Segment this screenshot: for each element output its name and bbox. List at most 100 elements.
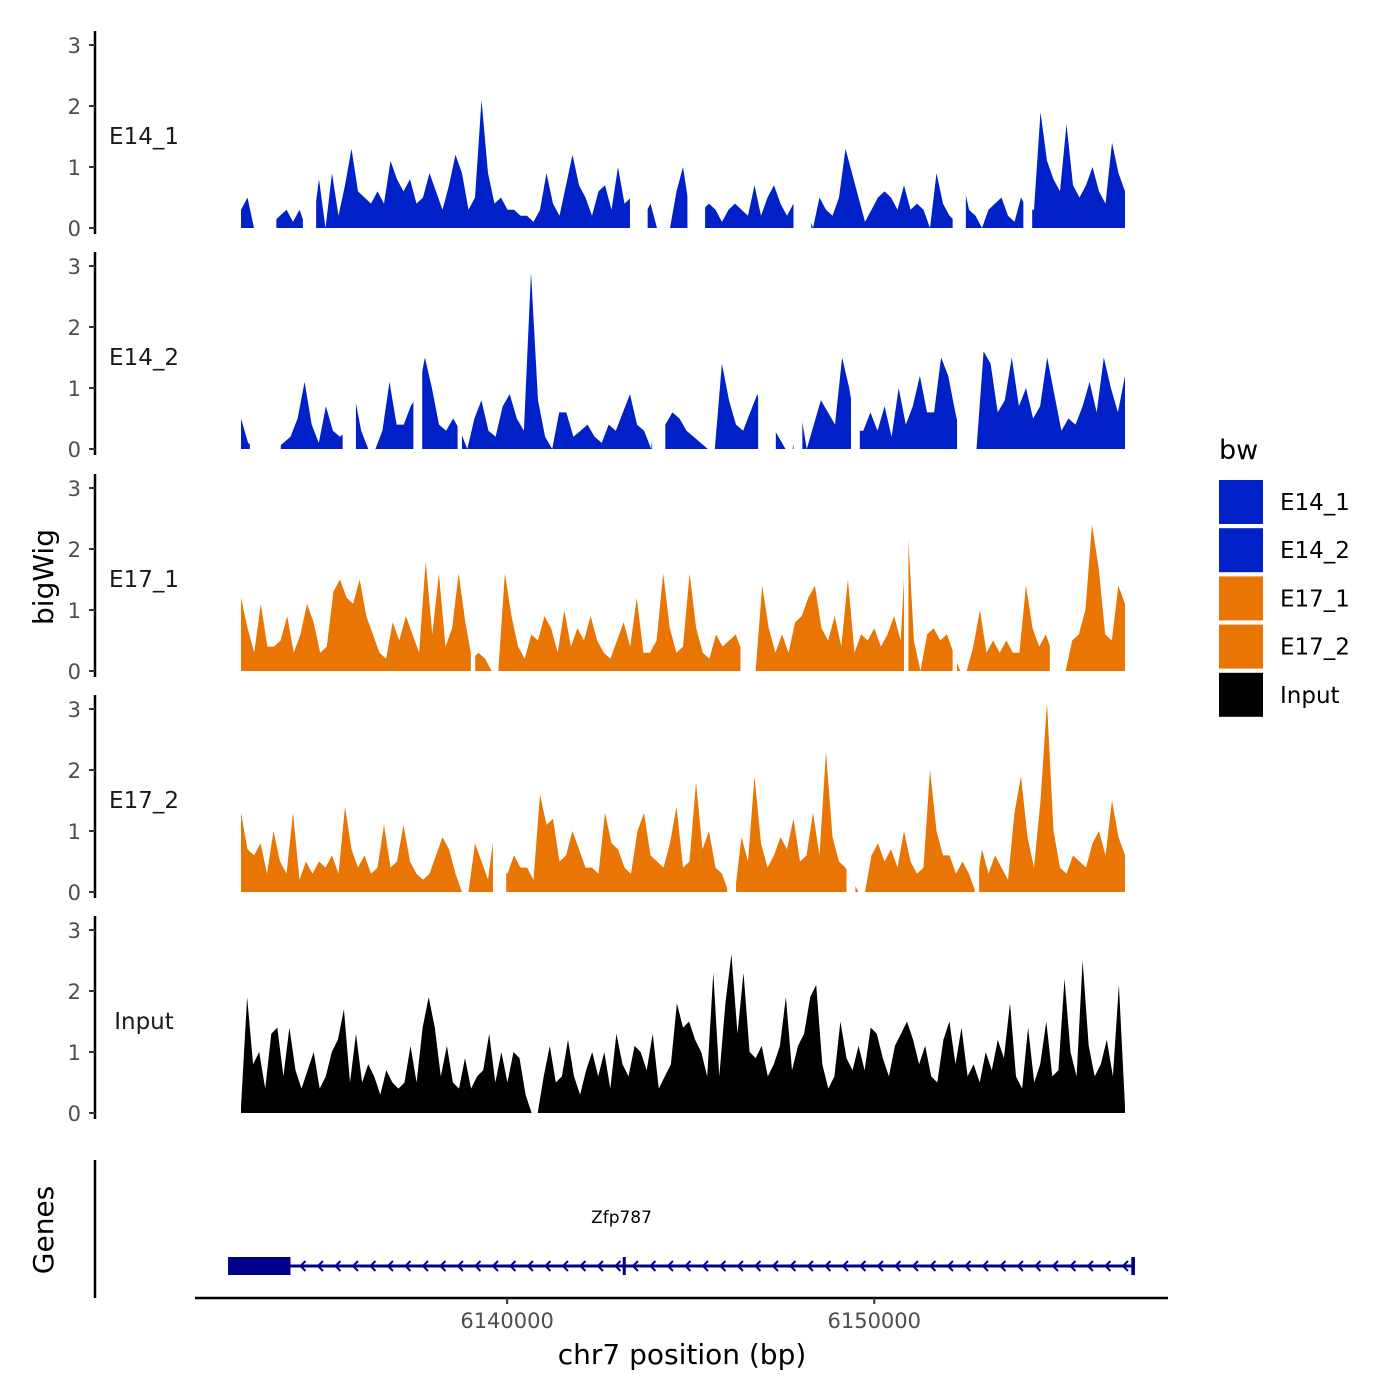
strand-arrow bbox=[684, 1260, 692, 1272]
strand-arrow bbox=[859, 1260, 867, 1272]
coverage-gap bbox=[974, 690, 980, 892]
coverage-gap bbox=[342, 247, 356, 449]
signal-tracks: 0 1 2 3 E14_1 0 1 2 3 E14_2 0 1 2 3 E17_1 0 1 2 3 E17_2 0 1 2 3… bbox=[68, 26, 1125, 1126]
legend-item-E14_1: E14_1 bbox=[1219, 480, 1350, 524]
y-tick-label: 1 bbox=[68, 156, 81, 180]
y-tick-label: 3 bbox=[68, 919, 81, 943]
legend-label: E17_1 bbox=[1280, 586, 1350, 612]
legend-swatch bbox=[1219, 528, 1263, 573]
strand-arrow bbox=[404, 1260, 412, 1272]
signal-area bbox=[241, 954, 1125, 1113]
legend-item-E17_1: E17_1 bbox=[1219, 576, 1350, 621]
coverage-gap bbox=[470, 469, 476, 671]
signal-area bbox=[241, 518, 1125, 671]
coverage-gap bbox=[904, 469, 909, 671]
strand-arrow bbox=[509, 1260, 517, 1272]
x-axis-title: chr7 position (bp) bbox=[558, 1338, 807, 1371]
gene-exon bbox=[1131, 1257, 1135, 1275]
coverage-gap bbox=[952, 469, 958, 671]
strand-arrow bbox=[596, 1260, 604, 1272]
strand-arrow bbox=[911, 1260, 919, 1272]
y-tick-label: 3 bbox=[68, 698, 81, 722]
coverage-gap bbox=[793, 26, 812, 228]
strand-arrow bbox=[421, 1260, 429, 1272]
strand-arrow bbox=[894, 1260, 902, 1272]
strand-arrow bbox=[579, 1260, 587, 1272]
coverage-gap bbox=[850, 247, 860, 449]
strand-arrow bbox=[929, 1260, 937, 1272]
strand-arrow bbox=[351, 1260, 359, 1272]
track-label: E14_2 bbox=[109, 345, 179, 371]
strand-arrow bbox=[1121, 1260, 1129, 1272]
gene-exon bbox=[622, 1257, 626, 1275]
y-tick-label: 2 bbox=[68, 95, 81, 119]
legend-label: E17_2 bbox=[1280, 635, 1350, 661]
gene-exon bbox=[228, 1257, 291, 1275]
y-tick-label: 2 bbox=[68, 980, 81, 1004]
strand-arrow bbox=[1104, 1260, 1112, 1272]
y-tick-label: 1 bbox=[68, 599, 81, 623]
strand-arrow bbox=[1086, 1260, 1094, 1272]
y-tick-label: 0 bbox=[68, 881, 81, 905]
coverage-gap bbox=[629, 26, 648, 228]
strand-arrow bbox=[439, 1260, 447, 1272]
strand-arrow bbox=[736, 1260, 744, 1272]
y-tick-label: 2 bbox=[68, 316, 81, 340]
strand-arrow bbox=[666, 1260, 674, 1272]
legend-item-E14_2: E14_2 bbox=[1219, 528, 1350, 573]
coverage-gap bbox=[727, 690, 737, 892]
strand-arrow bbox=[841, 1260, 849, 1272]
strand-arrow bbox=[474, 1260, 482, 1272]
strand-arrow bbox=[824, 1260, 832, 1272]
coverage-gap bbox=[302, 26, 317, 228]
coverage-gap bbox=[758, 247, 776, 449]
strand-arrow bbox=[981, 1260, 989, 1272]
coverage-gap bbox=[652, 247, 666, 449]
strand-arrow bbox=[771, 1260, 779, 1272]
genes-track-title: Genes bbox=[27, 1186, 60, 1274]
y-tick-label: 2 bbox=[68, 538, 81, 562]
strand-arrow bbox=[544, 1260, 552, 1272]
strand-arrow bbox=[316, 1260, 324, 1272]
x-axis: 6140000 6150000 bbox=[195, 1296, 1168, 1333]
legend-item-E17_2: E17_2 bbox=[1219, 624, 1350, 669]
track-E14_2: 0 1 2 3 E14_2 bbox=[68, 247, 1125, 462]
strand-arrow bbox=[754, 1260, 762, 1272]
signal-area bbox=[241, 99, 1125, 229]
strand-arrow bbox=[876, 1260, 884, 1272]
strand-arrow bbox=[789, 1260, 797, 1272]
strand-arrow bbox=[614, 1260, 622, 1272]
coverage-gap bbox=[492, 690, 507, 892]
strand-arrow bbox=[456, 1260, 464, 1272]
y-tick-label: 0 bbox=[68, 660, 81, 684]
gene-name: Zfp787 bbox=[591, 1208, 652, 1228]
legend-title: bw bbox=[1219, 435, 1258, 466]
legend-label: E14_2 bbox=[1280, 538, 1350, 564]
strand-arrow bbox=[299, 1260, 307, 1272]
coverage-gap bbox=[457, 247, 462, 449]
legend-label: E14_1 bbox=[1280, 490, 1350, 516]
gene-track: Zfp787 bbox=[93, 1160, 1135, 1298]
y-tick-label: 3 bbox=[68, 34, 81, 58]
coverage-gap bbox=[740, 469, 750, 671]
strand-arrow bbox=[946, 1260, 954, 1272]
legend-swatch bbox=[1219, 672, 1263, 717]
legend-swatch bbox=[1219, 480, 1263, 524]
y-tick-label: 0 bbox=[68, 217, 81, 241]
track-label: E14_1 bbox=[109, 124, 179, 150]
legend-swatch bbox=[1219, 576, 1263, 621]
coverage-gap bbox=[1049, 469, 1059, 671]
track-label: Input bbox=[114, 1009, 174, 1035]
y-tick-label: 3 bbox=[68, 477, 81, 501]
legend-item-Input: Input bbox=[1219, 672, 1340, 717]
coverage-gap bbox=[413, 247, 423, 449]
strand-arrow bbox=[561, 1260, 569, 1272]
strand-arrow bbox=[701, 1260, 709, 1272]
strand-arrow bbox=[1034, 1260, 1042, 1272]
coverage-gap bbox=[258, 26, 277, 228]
track-E17_2: 0 1 2 3 E17_2 bbox=[68, 690, 1125, 905]
track-E17_1: 0 1 2 3 E17_1 bbox=[68, 469, 1125, 684]
coverage-gap bbox=[249, 247, 281, 449]
strand-arrow bbox=[386, 1260, 394, 1272]
gene-Zfp787: Zfp787 bbox=[228, 1208, 1135, 1275]
